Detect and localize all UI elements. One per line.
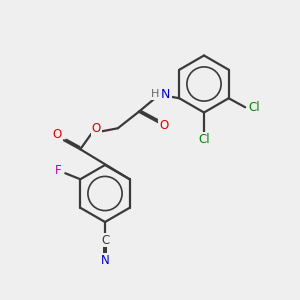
Text: H: H xyxy=(151,89,160,99)
Text: F: F xyxy=(55,164,61,177)
Text: N: N xyxy=(100,254,109,267)
Text: O: O xyxy=(92,122,101,135)
Text: Cl: Cl xyxy=(198,133,210,146)
Text: N: N xyxy=(161,88,170,101)
Text: C: C xyxy=(101,233,109,247)
Text: O: O xyxy=(52,128,62,141)
Text: Cl: Cl xyxy=(248,101,260,114)
Text: O: O xyxy=(159,119,168,132)
